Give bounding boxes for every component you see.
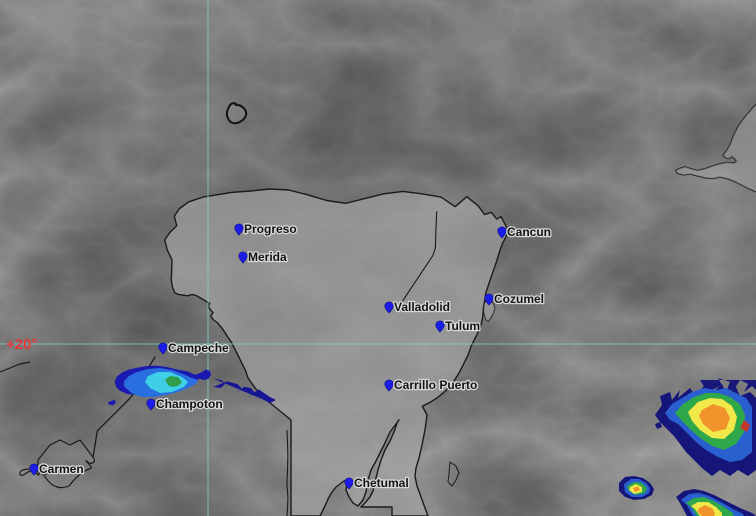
- svg-text:Cozumel: Cozumel: [494, 292, 544, 306]
- svg-text:Merida: Merida: [248, 250, 287, 264]
- svg-text:Cancun: Cancun: [507, 225, 551, 239]
- svg-text:+20°: +20°: [6, 336, 37, 353]
- svg-text:Carmen: Carmen: [39, 462, 84, 476]
- svg-text:Chetumal: Chetumal: [354, 476, 409, 490]
- svg-text:Campeche: Campeche: [168, 341, 229, 355]
- svg-text:Tulum: Tulum: [445, 319, 480, 333]
- svg-text:Carrillo Puerto: Carrillo Puerto: [394, 378, 477, 392]
- svg-text:Champoton: Champoton: [156, 397, 223, 411]
- svg-text:Progreso: Progreso: [244, 222, 297, 236]
- svg-text:Valladolid: Valladolid: [394, 300, 450, 314]
